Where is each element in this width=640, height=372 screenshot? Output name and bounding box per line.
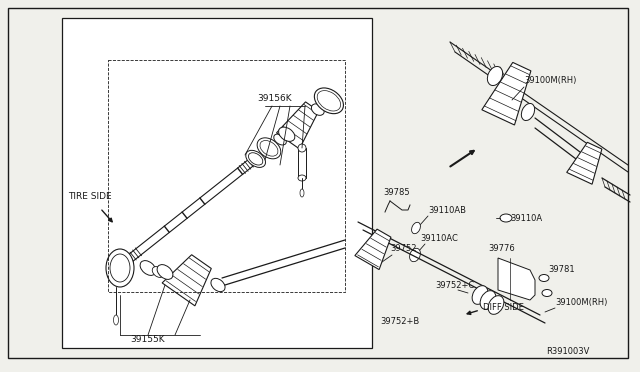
Text: 39752+C: 39752+C: [435, 282, 474, 291]
Ellipse shape: [278, 127, 295, 141]
Ellipse shape: [317, 91, 340, 111]
Ellipse shape: [106, 249, 134, 287]
Bar: [62, 18, 372, 348]
Polygon shape: [498, 258, 535, 300]
Ellipse shape: [542, 289, 552, 296]
Text: 39781: 39781: [548, 266, 575, 275]
Ellipse shape: [500, 214, 512, 222]
Text: R391003V: R391003V: [547, 347, 590, 356]
Ellipse shape: [257, 138, 281, 159]
Text: 39776: 39776: [488, 244, 515, 253]
Ellipse shape: [412, 222, 420, 234]
Ellipse shape: [410, 248, 420, 262]
Ellipse shape: [539, 275, 549, 282]
Text: 39156K: 39156K: [257, 93, 292, 103]
Text: 39110AB: 39110AB: [428, 205, 466, 215]
Polygon shape: [482, 62, 531, 125]
Ellipse shape: [157, 264, 173, 279]
Text: 39110AC: 39110AC: [420, 234, 458, 243]
Ellipse shape: [300, 189, 304, 197]
Ellipse shape: [480, 291, 496, 310]
Text: 39155K: 39155K: [131, 336, 165, 344]
Polygon shape: [276, 102, 319, 149]
Ellipse shape: [472, 286, 488, 304]
Text: DIFF SIDE: DIFF SIDE: [483, 304, 524, 312]
Ellipse shape: [246, 150, 266, 167]
Ellipse shape: [488, 296, 504, 314]
Ellipse shape: [298, 144, 306, 152]
Text: 39100M(RH): 39100M(RH): [524, 76, 577, 84]
Polygon shape: [566, 142, 602, 184]
Text: 39785: 39785: [383, 187, 410, 196]
Ellipse shape: [152, 267, 164, 278]
Text: 39110A: 39110A: [510, 214, 542, 222]
Ellipse shape: [488, 67, 502, 86]
Text: 39752: 39752: [390, 244, 417, 253]
Ellipse shape: [113, 315, 118, 325]
Ellipse shape: [211, 278, 225, 292]
Text: TIRE SIDE: TIRE SIDE: [68, 192, 111, 201]
Ellipse shape: [312, 104, 324, 115]
Ellipse shape: [314, 88, 344, 114]
Ellipse shape: [260, 141, 278, 156]
Ellipse shape: [248, 153, 263, 165]
Ellipse shape: [140, 261, 156, 275]
Ellipse shape: [110, 254, 130, 282]
Bar: [298, 148, 306, 178]
Ellipse shape: [522, 103, 534, 121]
Polygon shape: [162, 255, 211, 306]
Polygon shape: [355, 229, 391, 270]
Text: 39752+B: 39752+B: [380, 317, 420, 327]
Ellipse shape: [298, 175, 306, 181]
Ellipse shape: [274, 134, 286, 145]
Text: 39100M(RH): 39100M(RH): [555, 298, 607, 307]
